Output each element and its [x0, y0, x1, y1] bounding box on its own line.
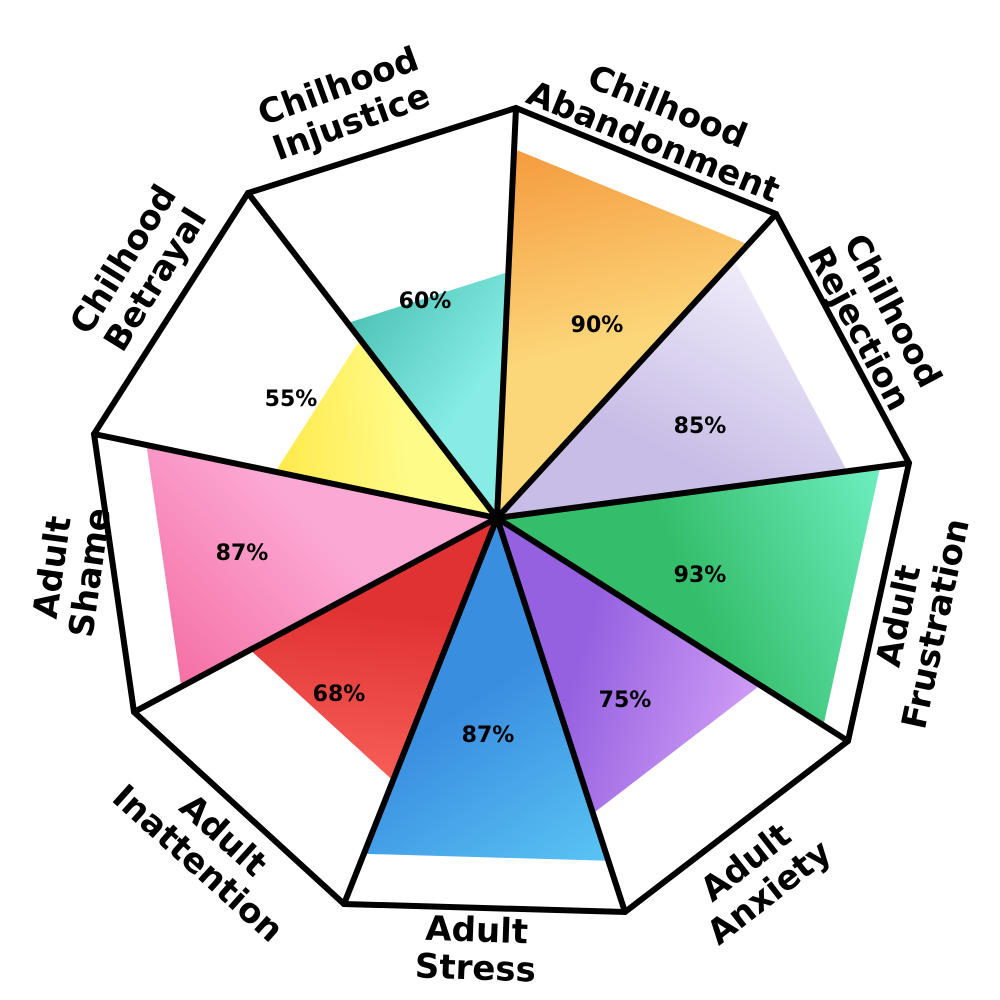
spoke-line: [494, 211, 779, 521]
spoke-line: [341, 515, 500, 907]
value-label-betrayal: 55%: [265, 387, 318, 412]
wedge-abandonment: [497, 149, 749, 518]
spoke-line: [494, 515, 851, 744]
category-line2: Stress: [414, 946, 536, 990]
spoke-line: [91, 431, 500, 521]
spoke-line: [494, 515, 628, 915]
spoke-line: [494, 460, 912, 521]
value-label-stress: 87%: [462, 723, 515, 748]
value-label-injustice: 60%: [399, 289, 452, 314]
category-line1: Adult: [425, 909, 529, 953]
wedge-stress: [363, 518, 609, 861]
spoke-line: [245, 190, 500, 521]
spoke-line: [494, 105, 519, 521]
wedge-frustration: [497, 466, 881, 726]
outer-polygon: [90, 104, 913, 916]
value-label-abandonment: 90%: [571, 313, 624, 338]
outer-frame: [90, 104, 913, 916]
wedge-shame: [146, 444, 497, 687]
wedge-anxiety: [497, 518, 761, 814]
wedge-betrayal: [275, 339, 497, 518]
wedge-rejection: [497, 259, 848, 518]
value-label-rejection: 85%: [674, 414, 727, 439]
value-wedges: [146, 149, 881, 861]
wedge-injustice: [347, 272, 509, 518]
spoke-line: [131, 515, 500, 715]
value-label-inattention: 68%: [313, 682, 366, 707]
wedge-inattention: [250, 518, 497, 781]
value-label-anxiety: 75%: [599, 688, 652, 713]
value-label-frustration: 93%: [674, 563, 727, 588]
value-labels: 90% 85% 93% 75% 87% 68% 87% 55% 60%: [216, 289, 727, 748]
value-label-shame: 87%: [216, 541, 269, 566]
